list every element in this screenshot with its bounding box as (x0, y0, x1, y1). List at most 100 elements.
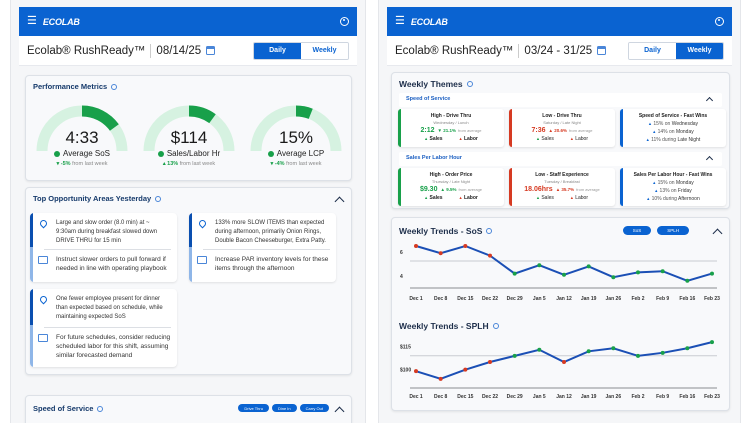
weekly-trends-sos-title-text: Weekly Trends - SoS (399, 226, 483, 236)
data-point (685, 346, 690, 351)
filter-sos[interactable]: SoS (622, 226, 652, 235)
insight-text: 133% more SLOW ITEMS than expected durin… (215, 220, 326, 244)
info-icon[interactable] (111, 83, 118, 90)
data-point (611, 275, 616, 280)
weekly-toggle-button[interactable]: Weekly (676, 42, 723, 59)
weekly-toggle-button[interactable]: Weekly (301, 42, 348, 59)
collapse-chevron-icon[interactable] (705, 96, 714, 105)
sales-label: Sales (429, 195, 443, 201)
theme-card-subtitle: Saturday / Late Night (543, 120, 581, 125)
x-tick-label: Dec 15 (457, 296, 473, 302)
calendar-icon[interactable] (597, 46, 607, 55)
fast-win-line: ▲ 15% on Wednesday (647, 121, 699, 127)
info-icon[interactable] (97, 405, 104, 412)
data-point (537, 263, 542, 268)
performance-metrics-title: Performance Metrics (33, 82, 118, 91)
weekly-themes-title-text: Weekly Themes (399, 79, 463, 89)
gauge-change: ▾ -4% from last week (270, 161, 322, 167)
x-tick-label: Dec 15 (457, 394, 473, 400)
metric-change-suffix: from average (457, 128, 482, 133)
sales-label: Sales (541, 195, 554, 201)
collapse-chevron-icon[interactable] (334, 196, 345, 207)
metric-change: ▲ 35.7% (555, 187, 575, 192)
data-point (586, 264, 591, 269)
accent-bar (30, 325, 33, 367)
divider (203, 249, 330, 250)
weekly-trends-card: Weekly Trends - SoS SoS SPLH Weekly Tren… (391, 217, 730, 411)
labor-label: Labor (463, 136, 478, 142)
user-account-icon[interactable] (715, 17, 724, 26)
gauge-change: ▴ 13% from last week (162, 161, 216, 167)
x-tick-label: Feb 23 (704, 296, 720, 302)
data-point (685, 278, 690, 283)
theme-card-low: Low - Drive Thru Saturday / Late Night 7… (509, 109, 615, 147)
filter-splh[interactable]: SPLH (657, 226, 689, 235)
sales-label: Sales (541, 136, 554, 142)
action-text: Increase PAR inventory levels for these … (215, 256, 329, 272)
hamburger-menu-icon[interactable]: ☰ (395, 15, 405, 27)
theme-card-high: High - Drive Thru Wednesday / Lunch 2:12… (398, 109, 504, 147)
message-alert-icon (38, 256, 48, 264)
filter-dine-in[interactable]: Dine In (271, 404, 297, 412)
fast-win-pct: 11% during (651, 137, 677, 143)
weekly-screen: ☰ ECOLAB Ecolab® RushReady™ 03/24 - 31/2… (378, 0, 741, 423)
theme-section-header[interactable]: Speed of Service (399, 93, 722, 107)
insight-row: 133% more SLOW ITEMS than expected durin… (197, 218, 330, 246)
insight-row: Large and slow order (8.0 min) at ~ 9:30… (38, 218, 171, 246)
x-tick-label: Jan 5 (533, 296, 546, 302)
info-icon[interactable] (492, 323, 499, 329)
info-icon[interactable] (155, 195, 162, 202)
data-point (438, 251, 443, 256)
top-opportunity-title-text: Top Opportunity Areas Yesterday (33, 194, 152, 203)
data-point (636, 270, 640, 275)
accent-bar (398, 109, 401, 147)
action-text: Instruct slower orders to pull forward i… (56, 256, 167, 272)
fast-win-line: ▲ 13% on Friday (654, 188, 692, 194)
gauge-fill (81, 105, 119, 131)
theme-card-high: High - Order Price Thursday / Late Night… (398, 168, 504, 206)
accent-bar (30, 213, 33, 247)
theme-section-title: Speed of Service (406, 96, 451, 102)
daily-toggle-button[interactable]: Daily (254, 42, 301, 59)
fast-wins-card: Sales Per Labor Hour - Fast Wins ▲ 15% o… (620, 168, 726, 206)
data-point (611, 346, 616, 351)
theme-card-heading: Low - Staff Experience (535, 172, 589, 178)
filter-drive-thru[interactable]: Drive Thru (238, 404, 269, 412)
data-point (463, 367, 468, 372)
metric-value: 7:36 (531, 127, 546, 134)
gauge-label-text: Average LCP (276, 149, 325, 158)
labor-indicator: ▲ Labor (569, 195, 589, 201)
daily-toggle-button[interactable]: Daily (629, 42, 676, 59)
insight-text: One fewer employee present for dinner th… (56, 296, 163, 320)
hamburger-menu-icon[interactable]: ☰ (27, 15, 37, 27)
gauge-label: Average LCP (246, 149, 346, 158)
ecolab-logo: ECOLAB (410, 16, 448, 27)
user-account-icon[interactable] (340, 17, 349, 26)
x-tick-label: Feb 9 (656, 296, 669, 302)
trend-filter-group: SoS SPLH (620, 226, 689, 235)
data-point (562, 360, 566, 364)
top-opportunity-card: Top Opportunity Areas Yesterday Large an… (25, 187, 352, 375)
calendar-icon[interactable] (206, 46, 216, 55)
info-icon[interactable] (486, 228, 493, 234)
theme-card-subtitle: Tuesday / Breakfast (544, 179, 580, 184)
fast-wins-heading: Speed of Service - Fast Wins (638, 113, 708, 119)
metric-change: ▲ 20.6% (548, 128, 567, 133)
theme-section-title: Sales Per Labor Hour (406, 155, 462, 161)
x-tick-label: Dec 22 (482, 296, 498, 302)
sos-filter-group: Drive Thru Dine In Carry Out (235, 404, 329, 412)
filter-carry-out[interactable]: Carry Out (299, 404, 329, 412)
fast-win-pct: 14% on (657, 129, 675, 135)
info-icon[interactable] (466, 81, 473, 87)
location-pin-icon (197, 218, 208, 229)
theme-section-header[interactable]: Sales Per Labor Hour (399, 152, 722, 166)
action-row: Instruct slower orders to pull forward i… (38, 255, 171, 273)
collapse-chevron-icon[interactable] (705, 155, 714, 164)
x-tick-label: Jan 12 (556, 296, 572, 302)
accent-bar (620, 168, 623, 206)
gauge-chart (250, 105, 342, 151)
action-row: Increase PAR inventory levels for these … (197, 255, 330, 273)
collapse-chevron-icon[interactable] (334, 406, 345, 417)
fast-win-line: ▲ 11% during Late Night (645, 137, 701, 143)
x-tick-label: Feb 23 (704, 394, 720, 400)
